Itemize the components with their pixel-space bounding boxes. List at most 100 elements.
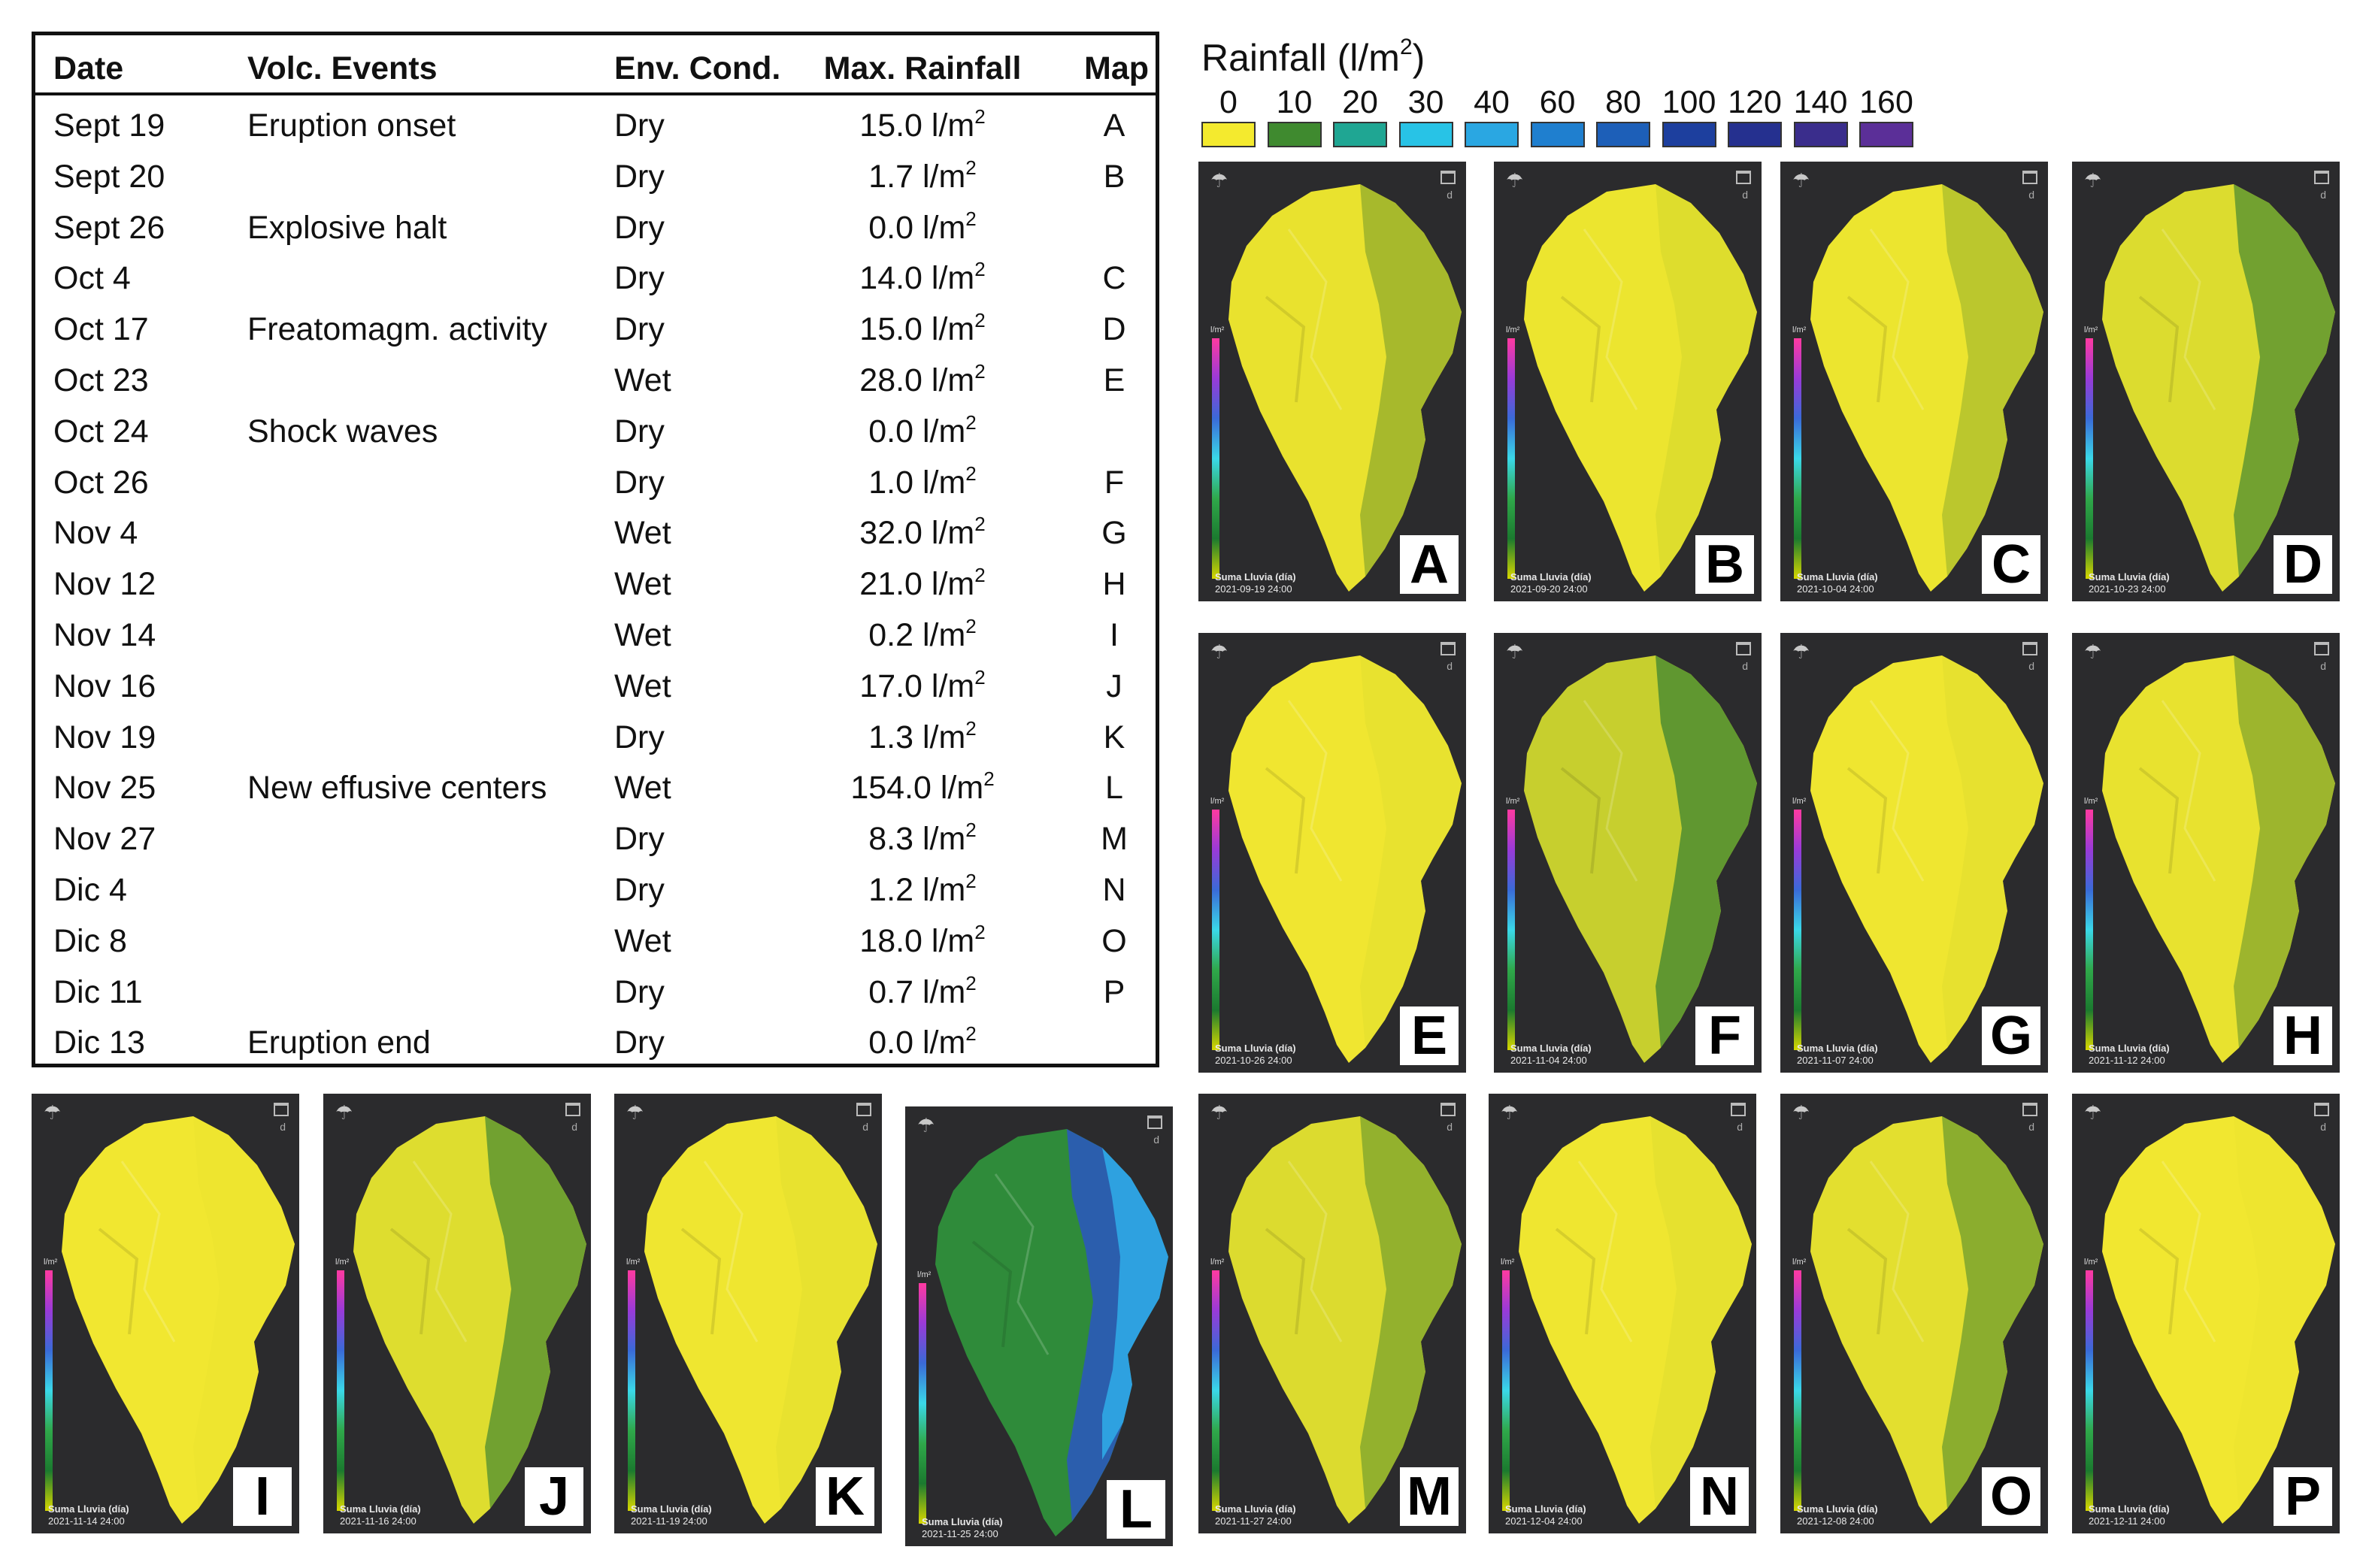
- rainfall-value: 21.0: [859, 566, 932, 603]
- terrain-valley: [1560, 767, 1601, 874]
- rainfall-unit-exponent: 2: [974, 258, 986, 281]
- terrain-ridge: [1869, 229, 1925, 410]
- d-mark: d: [2028, 660, 2034, 672]
- legend-swatch: [1662, 122, 1716, 147]
- rain-east-zone: [2234, 1116, 2335, 1509]
- rain-gauge-icon: [1441, 1103, 1456, 1116]
- legend-swatch: [1793, 122, 1848, 147]
- umbrella-icon: ☂: [1792, 169, 1810, 192]
- map-caption: Suma Lluvia (día) 2021-12-11 24:00: [2089, 1503, 2261, 1527]
- terrain-valley: [1846, 767, 1888, 874]
- legend-title-close: ): [1412, 37, 1425, 79]
- rainfall-unit-exponent: 2: [965, 716, 977, 740]
- umbrella-icon: ☂: [917, 1114, 935, 1137]
- scale-label: l/m²: [1792, 797, 1807, 806]
- map-caption-title: Suma Lluvia (día): [1215, 1503, 1296, 1515]
- table-cell-map: I: [1110, 617, 1119, 653]
- rain-gauge-icon: [274, 1103, 289, 1116]
- table-cell-date: Oct 23: [53, 362, 149, 398]
- terrain-valley: [1846, 1227, 1888, 1335]
- table-cell-map: N: [1102, 872, 1126, 908]
- legend-swatch: [1728, 122, 1782, 147]
- legend-label: 30: [1407, 84, 1444, 120]
- map-letter: P: [2274, 1467, 2332, 1526]
- table-cell-rainfall: 1.7 l/m2: [787, 158, 1058, 195]
- legend-swatch: [1465, 122, 1519, 147]
- rainfall-unit-exponent: 2: [965, 410, 977, 434]
- scale-label: l/m²: [1210, 325, 1225, 334]
- rain-gauge-icon: [856, 1103, 871, 1116]
- legend-label: 0: [1219, 84, 1238, 120]
- table-cell-env: Dry: [614, 872, 665, 908]
- map-caption-date: 2021-11-14 24:00: [48, 1515, 125, 1527]
- rainfall-unit: l/m: [922, 209, 966, 246]
- terrain-ridge: [1287, 229, 1343, 410]
- map-caption: Suma Lluvia (día) 2021-11-19 24:00: [631, 1503, 804, 1527]
- legend-label: 60: [1539, 84, 1576, 120]
- table-cell-event: New effusive centers: [247, 770, 547, 807]
- rainfall-unit: l/m: [922, 872, 966, 908]
- scale-label: l/m²: [917, 1270, 932, 1279]
- map-letter: F: [1695, 1006, 1754, 1065]
- rain-core-zone: [1102, 1148, 1168, 1460]
- map-caption: Suma Lluvia (día) 2021-09-19 24:00: [1215, 571, 1388, 595]
- rainfall-map-k: ☂ d l/m² Suma Lluvia (día) 2021-11-19 24:00 K: [614, 1094, 882, 1533]
- map-letter: G: [1982, 1006, 2040, 1065]
- table-cell-date: Nov 27: [53, 821, 156, 858]
- umbrella-icon: ☂: [1210, 1101, 1228, 1124]
- rainfall-map-m: ☂ d l/m² Suma Lluvia (día) 2021-11-27 24:00 M: [1198, 1094, 1466, 1533]
- scale-label: l/m²: [1210, 797, 1225, 806]
- rainfall-unit-exponent: 2: [965, 615, 977, 637]
- umbrella-icon: ☂: [335, 1101, 353, 1124]
- table-cell-env: Dry: [614, 209, 665, 246]
- d-mark: d: [2028, 1121, 2034, 1133]
- map-caption-date: 2021-12-11 24:00: [2089, 1515, 2165, 1527]
- table-cell-map: P: [1103, 973, 1125, 1010]
- terrain-ridge: [2161, 1161, 2216, 1342]
- rainfall-value: 1.0: [868, 464, 922, 501]
- map-caption-date: 2021-12-08 24:00: [1797, 1515, 1874, 1527]
- map-caption-title: Suma Lluvia (día): [1215, 571, 1296, 583]
- map-letter: H: [2274, 1006, 2332, 1065]
- island-map: [1228, 1116, 1462, 1524]
- table-cell-env: Wet: [614, 566, 671, 603]
- d-mark: d: [862, 1121, 868, 1133]
- color-scale-bar: [1212, 810, 1219, 1050]
- rain-east-zone: [1942, 184, 2043, 577]
- d-mark: d: [1742, 189, 1748, 201]
- table-cell-map: A: [1103, 107, 1125, 144]
- rainfall-map-j: ☂ d l/m² Suma Lluvia (día) 2021-11-16 24:00 J: [323, 1094, 591, 1533]
- table-cell-map: O: [1101, 922, 1127, 959]
- color-scale-bar: [2086, 1270, 2093, 1511]
- rainfall-unit-exponent: 2: [983, 767, 995, 791]
- table-cell-env: Dry: [614, 821, 665, 858]
- table-cell-date: Oct 17: [53, 311, 149, 348]
- d-mark: d: [1153, 1134, 1159, 1146]
- color-scale-bar: [1794, 338, 1801, 579]
- map-caption: Suma Lluvia (día) 2021-10-23 24:00: [2089, 571, 2261, 595]
- island-map: [62, 1116, 295, 1524]
- rainfall-value: 154.0: [850, 770, 941, 807]
- rainfall-unit-exponent: 2: [974, 665, 986, 689]
- map-caption: Suma Lluvia (día) 2021-12-04 24:00: [1505, 1503, 1678, 1527]
- scale-label: l/m²: [335, 1258, 350, 1267]
- header-date: Date: [53, 50, 124, 86]
- rainfall-unit-exponent: 2: [965, 207, 977, 230]
- table-cell-env: Dry: [614, 311, 665, 348]
- table-cell-date: Nov 14: [53, 617, 156, 653]
- header-env-cond: Env. Cond.: [614, 50, 781, 86]
- rainfall-unit: l/m: [922, 821, 966, 858]
- map-caption-title: Suma Lluvia (día): [48, 1503, 129, 1515]
- map-caption-date: 2021-11-27 24:00: [1215, 1515, 1292, 1527]
- legend-swatch: [1859, 122, 1913, 147]
- rain-gauge-icon: [2314, 642, 2329, 655]
- rain-east-zone: [193, 1116, 295, 1509]
- rainfall-unit: l/m: [922, 158, 966, 195]
- table-cell-env: Dry: [614, 107, 665, 144]
- map-caption: Suma Lluvia (día) 2021-09-20 24:00: [1510, 571, 1683, 595]
- event-table: Date Volc. Events Env. Cond. Max. Rainfa…: [32, 32, 1159, 1067]
- map-caption-date: 2021-12-04 24:00: [1505, 1515, 1583, 1527]
- terrain-valley: [1265, 767, 1306, 874]
- rainfall-unit: l/m: [922, 719, 966, 755]
- rainfall-value: 0.7: [868, 973, 922, 1010]
